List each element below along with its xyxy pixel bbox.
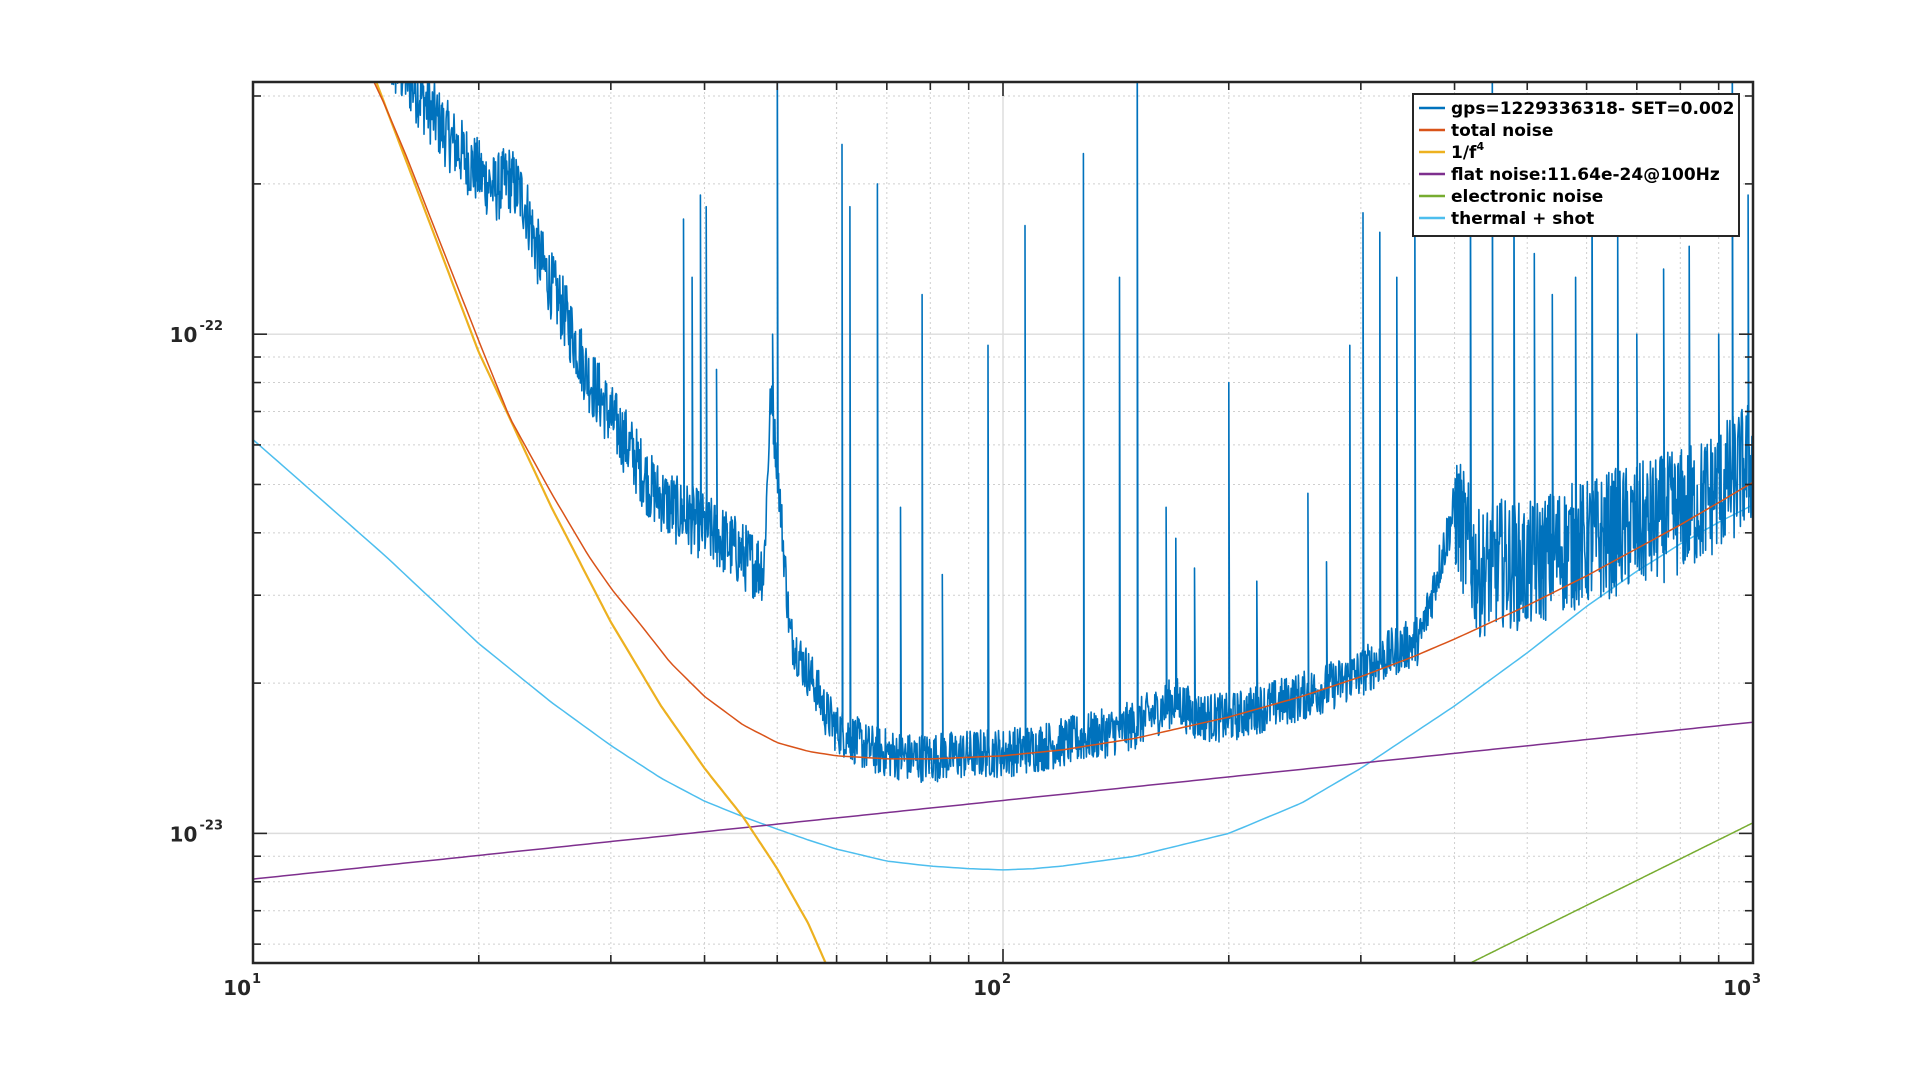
legend-entry-4: electronic noise <box>1451 187 1603 207</box>
axes <box>251 80 1755 965</box>
x-tick-label: 10 <box>973 976 1001 1000</box>
series-line-1 <box>373 82 1753 760</box>
legend-box <box>1412 93 1740 237</box>
series-line-4 <box>1470 822 1753 963</box>
x-tick-label: 10 <box>223 976 251 1000</box>
series-layer <box>253 82 1753 963</box>
legend-entry-2: 1/f4 <box>1451 140 1484 163</box>
x-tick-label-exp: 3 <box>1752 972 1761 987</box>
x-tick-label-exp: 1 <box>252 972 261 987</box>
legend-entry-1: total noise <box>1451 121 1553 141</box>
legend-entry-0: gps=1229336318- SET=0.002 <box>1451 99 1734 119</box>
y-tick-label-exp: -22 <box>200 319 224 334</box>
legend-entry-5: thermal + shot <box>1451 209 1594 229</box>
series-line-5 <box>253 439 1753 871</box>
x-tick-label: 10 <box>1723 976 1751 1000</box>
series-line-2 <box>375 82 827 963</box>
y-tick-label: 10 <box>170 822 198 846</box>
x-tick-label-exp: 2 <box>1002 972 1011 987</box>
series-line-3 <box>253 721 1753 880</box>
legend-entry-3: flat noise:11.64e-24@100Hz <box>1451 165 1720 185</box>
y-tick-label-exp: -23 <box>200 818 224 833</box>
y-tick-label: 10 <box>170 323 198 347</box>
